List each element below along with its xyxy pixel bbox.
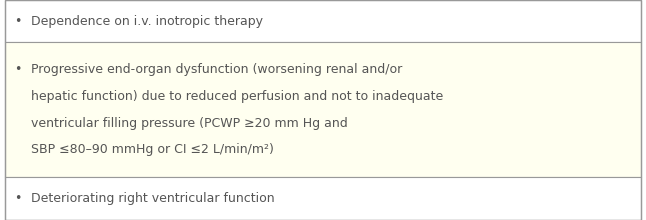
Text: ventricular filling pressure (PCWP ≥20 mm Hg and: ventricular filling pressure (PCWP ≥20 m… bbox=[31, 117, 348, 130]
Bar bbox=[5, 0, 641, 42]
Text: •: • bbox=[14, 15, 21, 28]
Text: hepatic function) due to reduced perfusion and not to inadequate: hepatic function) due to reduced perfusi… bbox=[31, 90, 443, 103]
Text: Progressive end-organ dysfunction (worsening renal and/or: Progressive end-organ dysfunction (worse… bbox=[31, 62, 402, 75]
Text: Dependence on i.v. inotropic therapy: Dependence on i.v. inotropic therapy bbox=[31, 15, 263, 28]
Text: Deteriorating right ventricular function: Deteriorating right ventricular function bbox=[31, 192, 275, 205]
Text: •: • bbox=[14, 192, 21, 205]
Bar bbox=[5, 42, 641, 177]
Bar bbox=[5, 177, 641, 220]
Text: •: • bbox=[14, 62, 21, 75]
Text: SBP ≤80–90 mmHg or CI ≤2 L/min/m²): SBP ≤80–90 mmHg or CI ≤2 L/min/m²) bbox=[31, 143, 274, 156]
